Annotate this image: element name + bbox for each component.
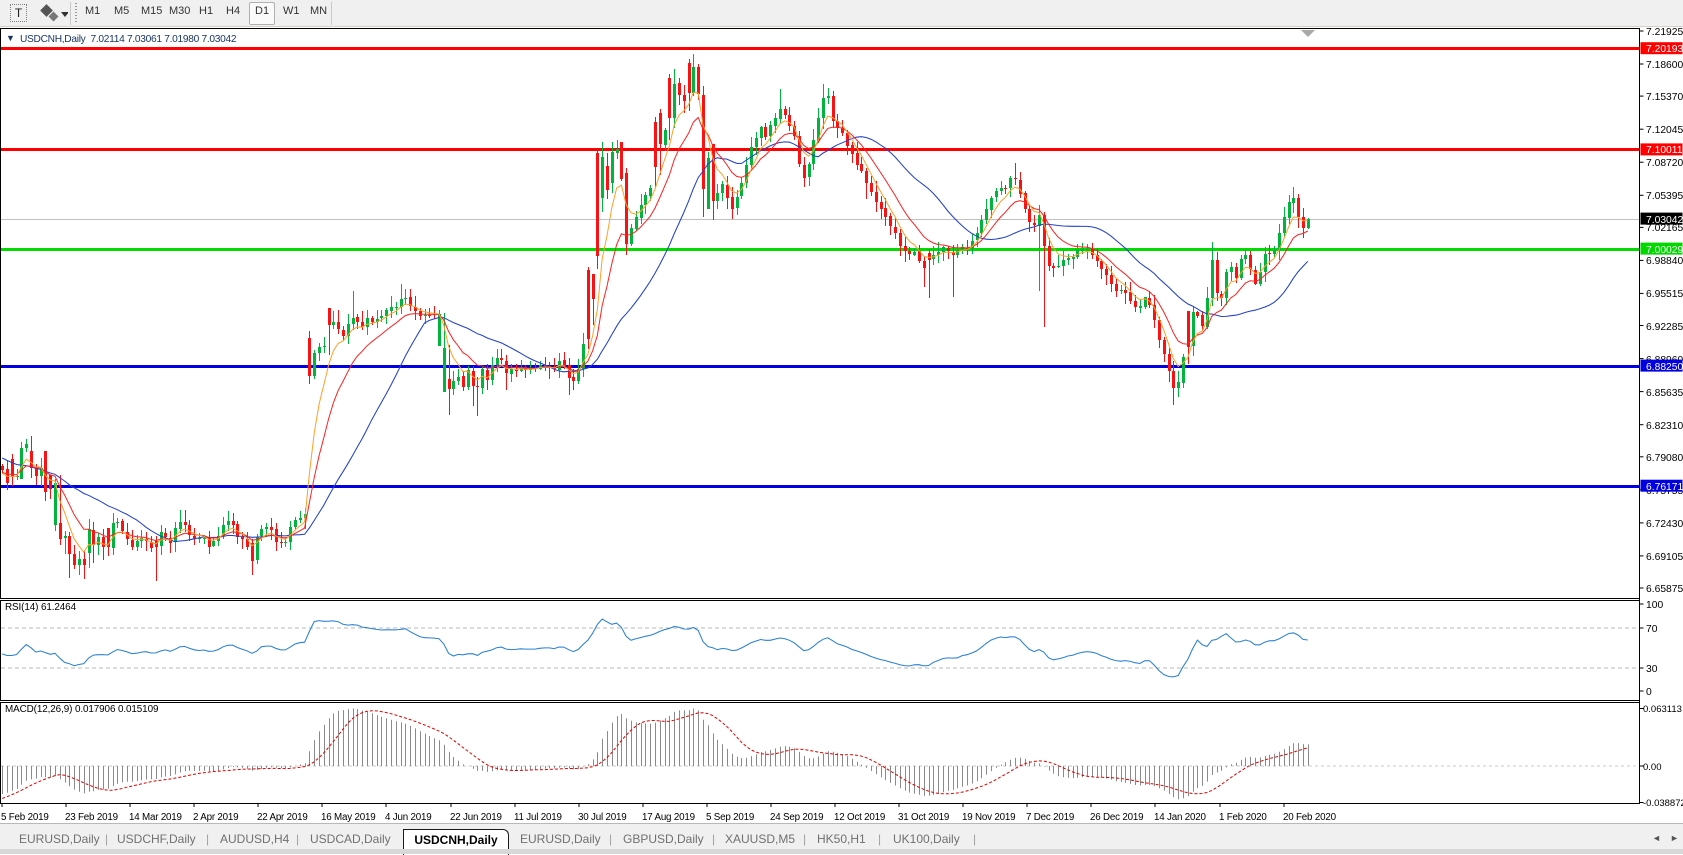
svg-text:31 Oct 2019: 31 Oct 2019 bbox=[898, 812, 949, 823]
svg-text:7.08720: 7.08720 bbox=[1646, 158, 1683, 169]
svg-text:0.063113: 0.063113 bbox=[1643, 704, 1682, 715]
svg-text:2 Apr 2019: 2 Apr 2019 bbox=[193, 812, 238, 823]
svg-text:-0.038872: -0.038872 bbox=[1643, 798, 1683, 809]
svg-text:6.98840: 6.98840 bbox=[1646, 256, 1683, 267]
svg-text:6.79080: 6.79080 bbox=[1646, 453, 1683, 464]
svg-text:12 Oct 2019: 12 Oct 2019 bbox=[834, 812, 885, 823]
svg-text:6.88250: 6.88250 bbox=[1646, 362, 1683, 373]
svg-text:6.72430: 6.72430 bbox=[1646, 519, 1683, 530]
svg-text:7.15370: 7.15370 bbox=[1646, 92, 1683, 103]
svg-text:30: 30 bbox=[1646, 664, 1658, 675]
svg-text:22 Jun 2019: 22 Jun 2019 bbox=[450, 812, 502, 823]
svg-text:1 Feb 2020: 1 Feb 2020 bbox=[1219, 812, 1267, 823]
svg-text:7.20193: 7.20193 bbox=[1646, 44, 1683, 55]
svg-text:5 Sep 2019: 5 Sep 2019 bbox=[706, 812, 754, 823]
svg-text:11 Jul 2019: 11 Jul 2019 bbox=[514, 812, 562, 823]
svg-text:7.10011: 7.10011 bbox=[1646, 145, 1683, 156]
svg-text:14 Jan 2020: 14 Jan 2020 bbox=[1154, 812, 1206, 823]
svg-text:17 Aug 2019: 17 Aug 2019 bbox=[642, 812, 695, 823]
svg-text:4 Jun 2019: 4 Jun 2019 bbox=[385, 812, 431, 823]
svg-text:5 Feb 2019: 5 Feb 2019 bbox=[1, 812, 49, 823]
svg-text:6.76171: 6.76171 bbox=[1646, 482, 1683, 493]
svg-text:30 Jul 2019: 30 Jul 2019 bbox=[578, 812, 626, 823]
svg-text:19 Nov 2019: 19 Nov 2019 bbox=[962, 812, 1015, 823]
svg-text:6.85635: 6.85635 bbox=[1646, 388, 1683, 399]
svg-text:23 Feb 2019: 23 Feb 2019 bbox=[65, 812, 118, 823]
svg-text:24 Sep 2019: 24 Sep 2019 bbox=[770, 812, 823, 823]
svg-text:7.18600: 7.18600 bbox=[1646, 60, 1683, 71]
svg-text:6.65875: 6.65875 bbox=[1646, 584, 1683, 595]
svg-text:100: 100 bbox=[1646, 600, 1663, 611]
svg-text:0.00: 0.00 bbox=[1643, 762, 1662, 773]
svg-text:20 Feb 2020: 20 Feb 2020 bbox=[1283, 812, 1337, 823]
svg-text:6.92285: 6.92285 bbox=[1646, 322, 1683, 333]
svg-text:7.21925: 7.21925 bbox=[1646, 27, 1683, 38]
svg-text:22 Apr 2019: 22 Apr 2019 bbox=[257, 812, 308, 823]
svg-text:7 Dec 2019: 7 Dec 2019 bbox=[1026, 812, 1074, 823]
svg-text:6.95515: 6.95515 bbox=[1646, 289, 1683, 300]
svg-text:14 Mar 2019: 14 Mar 2019 bbox=[129, 812, 182, 823]
svg-text:16 May 2019: 16 May 2019 bbox=[321, 812, 375, 823]
svg-text:7.05395: 7.05395 bbox=[1646, 191, 1683, 202]
svg-text:6.82310: 6.82310 bbox=[1646, 421, 1683, 432]
svg-text:26 Dec 2019: 26 Dec 2019 bbox=[1090, 812, 1143, 823]
svg-text:0: 0 bbox=[1646, 687, 1652, 698]
svg-text:7.12045: 7.12045 bbox=[1646, 125, 1683, 136]
svg-text:6.69105: 6.69105 bbox=[1646, 552, 1683, 563]
svg-text:70: 70 bbox=[1646, 624, 1658, 635]
svg-text:7.02165: 7.02165 bbox=[1646, 223, 1683, 234]
svg-text:7.03042: 7.03042 bbox=[1646, 215, 1683, 226]
svg-text:7.00029: 7.00029 bbox=[1646, 245, 1683, 256]
